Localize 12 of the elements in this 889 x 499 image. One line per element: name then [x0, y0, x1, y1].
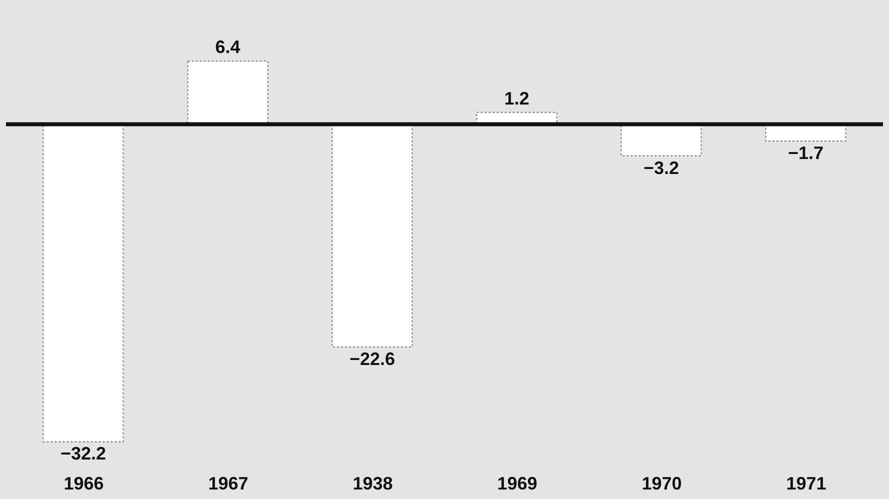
- data-label: −1.7: [788, 142, 824, 163]
- x-tick-label: 1969: [497, 474, 538, 494]
- x-tick-label: 1967: [208, 474, 248, 494]
- data-label: −22.6: [349, 349, 396, 370]
- data-label: −3.2: [643, 158, 680, 178]
- data-label: 1.2: [504, 88, 530, 108]
- x-tick-label: 1938: [352, 474, 393, 494]
- x-tick-label: 1966: [64, 474, 104, 494]
- data-label: 6.4: [215, 37, 240, 58]
- data-label: −32.2: [60, 444, 106, 464]
- x-tick-label: 1970: [642, 474, 682, 494]
- x-tick-label: 1971: [786, 474, 826, 494]
